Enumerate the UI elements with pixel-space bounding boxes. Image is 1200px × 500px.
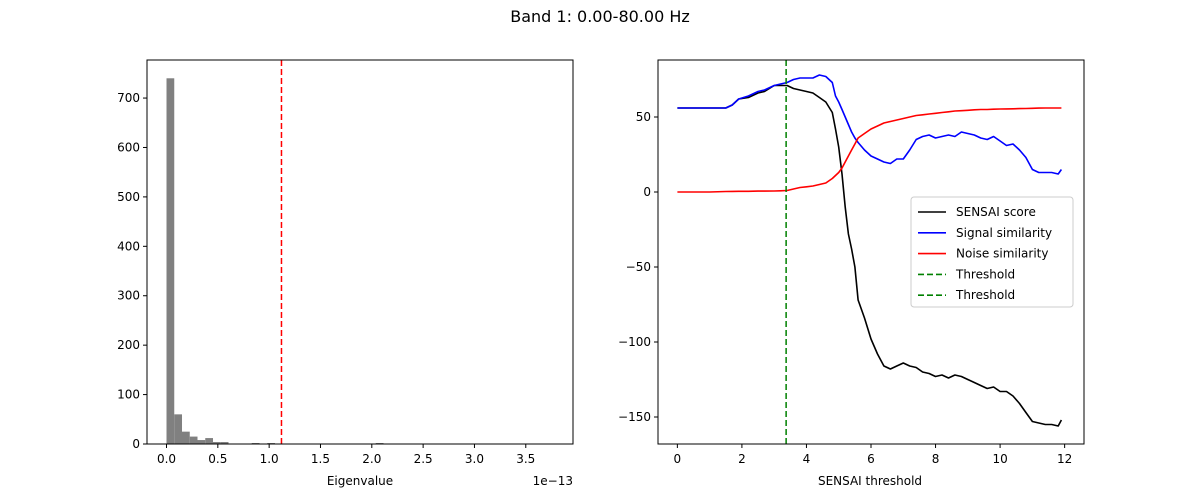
x-tick-label: 3.0 — [465, 452, 484, 466]
histogram-bar — [166, 78, 175, 445]
histogram-bars — [166, 78, 384, 445]
x-tick-label: 8 — [932, 452, 940, 466]
x-tick-label: 3.5 — [516, 452, 535, 466]
x-tick-label: 10 — [992, 452, 1007, 466]
histogram-bar — [220, 442, 229, 444]
x-tick-label: 1.5 — [311, 452, 330, 466]
x-tick-label: 0.0 — [157, 452, 176, 466]
y-tick-label: −150 — [618, 410, 651, 424]
x-tick-label: 6 — [867, 452, 875, 466]
histogram-x-offset-label: 1e−13 — [533, 474, 573, 488]
legend-box — [910, 196, 1074, 308]
y-tick-label: 400 — [117, 239, 140, 253]
x-tick-label: 2.5 — [414, 452, 433, 466]
sensai-x-ticks: 0 2 4 6 8 10 12 — [674, 444, 1072, 466]
histogram-bar — [213, 442, 221, 444]
y-tick-label: −50 — [626, 260, 651, 274]
sensai-frame — [657, 59, 1085, 445]
x-tick-label: 0 — [674, 452, 682, 466]
noise-similarity-line — [677, 107, 1062, 193]
y-tick-label: 200 — [117, 338, 140, 352]
y-tick-label: 600 — [117, 140, 140, 154]
x-tick-label: 12 — [1057, 452, 1072, 466]
sensai-series-lines — [677, 74, 1063, 427]
histogram-y-ticks: 0 100 200 300 400 500 600 700 — [117, 91, 147, 451]
y-tick-label: 0 — [132, 437, 140, 451]
histogram-frame — [146, 59, 574, 445]
y-tick-label: 100 — [117, 388, 140, 402]
histogram-bar — [182, 431, 190, 444]
x-tick-label: 2.0 — [362, 452, 381, 466]
y-tick-label: −100 — [618, 335, 651, 349]
histogram-bar — [174, 414, 183, 444]
legend-label: Threshold — [955, 288, 1015, 302]
sensai-y-ticks: −150 −100 −50 0 50 — [618, 110, 658, 424]
sensai-line-axes: 0 2 4 6 8 10 12 −150 −100 −50 0 50 SENSAI threshol… — [618, 59, 1085, 488]
legend-label: Threshold — [955, 267, 1015, 281]
legend-label: Signal similarity — [956, 226, 1052, 240]
y-tick-label: 700 — [117, 91, 140, 105]
histogram-bar — [189, 436, 198, 444]
sensai-legend: SENSAI score Signal similarity Noise simil… — [910, 196, 1074, 308]
sensai-score-line — [677, 84, 1063, 427]
y-tick-label: 500 — [117, 190, 140, 204]
y-tick-label: 0 — [643, 185, 651, 199]
y-tick-label: 50 — [636, 110, 651, 124]
signal-similarity-line — [677, 74, 1063, 175]
sensai-x-label: SENSAI threshold — [818, 474, 922, 488]
histogram-x-label: Eigenvalue — [327, 474, 393, 488]
legend-label: Noise similarity — [956, 247, 1048, 261]
histogram-axes: 0.0 0.5 1.0 1.5 2.0 2.5 3.0 3.5 0 100 200 300 400 50… — [117, 59, 574, 488]
x-tick-label: 4 — [803, 452, 811, 466]
histogram-bar — [197, 440, 206, 444]
figure-title: Band 1: 0.00-80.00 Hz — [510, 7, 690, 26]
histogram-x-ticks: 0.0 0.5 1.0 1.5 2.0 2.5 3.0 3.5 — [157, 444, 535, 466]
x-tick-label: 0.5 — [208, 452, 227, 466]
legend-label: SENSAI score — [956, 205, 1036, 219]
y-tick-label: 300 — [117, 289, 140, 303]
x-tick-label: 1.0 — [260, 452, 279, 466]
histogram-bar — [205, 438, 214, 444]
x-tick-label: 2 — [738, 452, 746, 466]
